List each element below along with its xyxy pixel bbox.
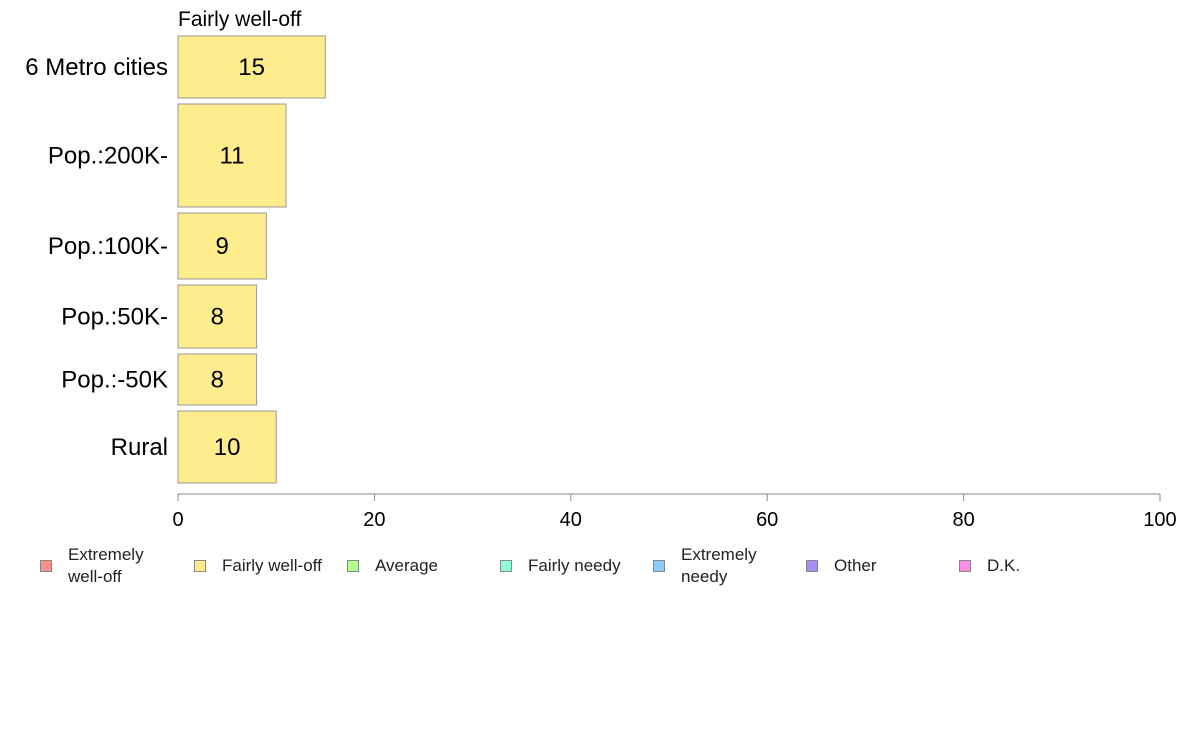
bar-chart: Fairly well-off 15 6 Metro cities 11 Pop.:2… <box>25 8 1177 531</box>
category-label: Rural <box>111 434 168 461</box>
legend-item-dk: D.K. <box>959 544 1087 588</box>
category-label: Pop.:-50K <box>61 367 168 394</box>
bar-value-label: 8 <box>211 367 224 394</box>
bar-value-label: 10 <box>214 434 241 461</box>
bar-value-label: 11 <box>220 143 245 170</box>
legend-label: D.K. <box>987 556 1021 575</box>
legend-label: Extremely needy <box>681 545 757 586</box>
legend-label: Other <box>834 556 877 575</box>
legend-item-extremely-needy: Extremely needy <box>653 544 771 588</box>
category-label: Pop.:50K- <box>61 304 168 331</box>
x-tick-label: 40 <box>560 509 582 531</box>
x-tick-label: 60 <box>756 509 778 531</box>
legend-label: Fairly well-off <box>222 556 322 575</box>
legend-swatch <box>40 560 52 572</box>
x-axis: 0 20 40 60 80 100 <box>172 493 1177 531</box>
legend-label: Extremely well-off <box>68 545 144 586</box>
legend-swatch <box>500 560 512 572</box>
x-tick-label: 80 <box>952 509 974 531</box>
legend-swatch <box>653 560 665 572</box>
legend-item-extremely-well-off: Extremely well-off <box>40 544 168 588</box>
bar <box>177 284 258 349</box>
legend: Extremely well-off Fairly well-off Avera… <box>0 544 1188 588</box>
legend-swatch <box>347 560 359 572</box>
x-tick-label: 100 <box>1143 509 1176 531</box>
bar <box>177 103 287 208</box>
category-label: Pop.:200K- <box>48 143 168 170</box>
bar-value-label: 8 <box>211 304 224 331</box>
legend-item-fairly-needy: Fairly needy <box>500 544 648 588</box>
legend-item-fairly-well-off: Fairly well-off <box>194 544 352 588</box>
legend-swatch <box>959 560 971 572</box>
bar-value-label: 15 <box>238 54 265 81</box>
bar <box>177 35 326 99</box>
bars-group: 15 6 Metro cities 11 Pop.:200K- 9 Pop.:100K- 8… <box>25 35 326 484</box>
legend-label: Average <box>375 556 439 575</box>
bar-value-label: 9 <box>216 233 229 260</box>
category-label: 6 Metro cities <box>25 54 168 81</box>
bar <box>177 410 277 484</box>
x-tick-label: 20 <box>363 509 385 531</box>
legend-swatch <box>806 560 818 572</box>
legend-swatch <box>194 560 206 572</box>
category-label: Pop.:100K- <box>48 233 168 260</box>
legend-label: Fairly needy <box>528 556 621 575</box>
chart-title: Fairly well-off <box>178 8 301 31</box>
x-tick-label: 0 <box>172 509 183 531</box>
bar <box>177 353 258 406</box>
bar <box>177 212 267 280</box>
legend-item-other: Other <box>806 544 934 588</box>
legend-item-average: Average <box>347 544 475 588</box>
